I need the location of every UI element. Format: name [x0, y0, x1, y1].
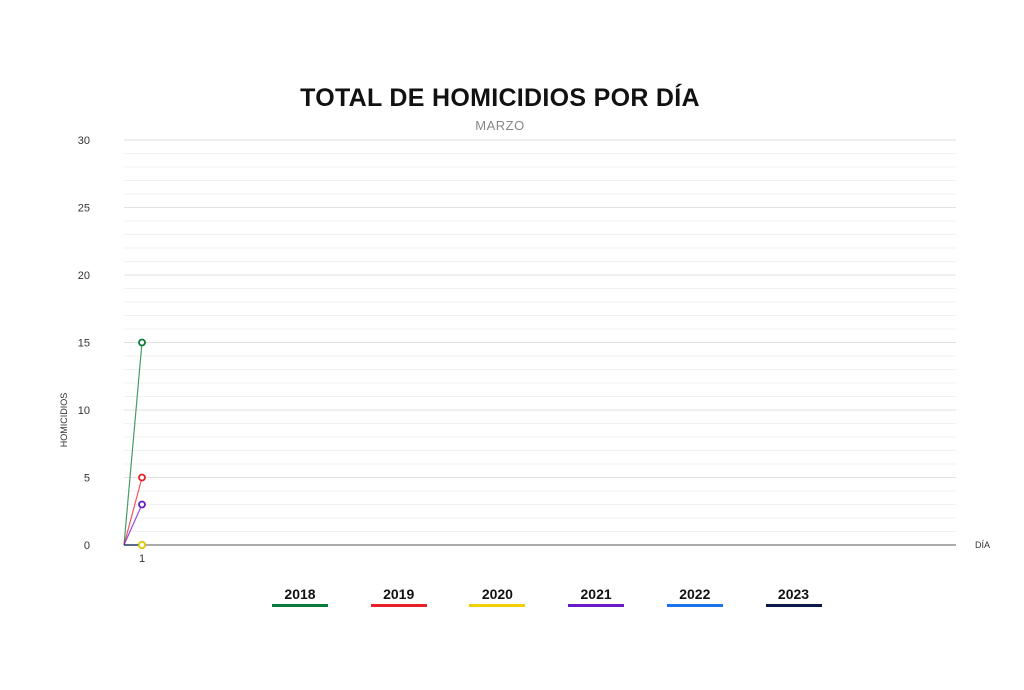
chart-title: TOTAL DE HOMICIDIOS POR DÍA	[300, 84, 700, 112]
legend-swatch	[666, 604, 723, 607]
x-axis-ticks: 1	[139, 553, 145, 565]
y-tick-label: 10	[78, 405, 90, 417]
legend-label: 2021	[580, 586, 612, 602]
legend-label: 2018	[284, 586, 316, 602]
legend-item-2023: 2023	[765, 586, 822, 607]
x-axis-title: DÍA	[975, 540, 990, 550]
y-tick-label: 0	[84, 540, 90, 552]
data-point-2021	[138, 500, 146, 509]
y-tick-label: 5	[84, 473, 90, 485]
y-tick-label: 20	[78, 270, 90, 282]
data-point-2019	[138, 473, 146, 482]
y-axis-ticks: 0 5 10 15 20 25 30	[78, 135, 90, 552]
legend-swatch	[568, 604, 625, 607]
series-points	[138, 338, 146, 549]
data-point-2018	[138, 338, 146, 347]
legend-item-2020: 2020	[469, 586, 526, 607]
legend-label: 2022	[679, 586, 711, 602]
series-line-2018	[123, 342, 143, 546]
series-line-2021	[123, 504, 143, 546]
x-tick-label: 1	[139, 553, 145, 565]
legend-item-2021: 2021	[568, 586, 625, 607]
gridlines	[124, 139, 956, 532]
y-tick-label: 30	[78, 135, 90, 147]
legend-swatch	[469, 604, 526, 607]
series-line-2019	[123, 477, 143, 546]
data-point-2020	[138, 541, 146, 549]
legend-item-2018: 2018	[272, 586, 328, 607]
legend-swatch	[765, 604, 822, 607]
legend-item-2022: 2022	[666, 586, 723, 607]
legend-label: 2023	[777, 586, 810, 602]
chart-subtitle: MARZO	[475, 118, 525, 133]
legend-label: 2020	[481, 586, 513, 602]
legend-swatch	[370, 604, 427, 607]
legend-swatch	[272, 604, 328, 607]
series-lines	[123, 342, 143, 546]
legend-label: 2019	[383, 586, 415, 602]
y-tick-label: 15	[78, 338, 90, 350]
y-axis-title: HOMICIDIOS	[59, 393, 69, 448]
y-tick-label: 25	[78, 203, 90, 215]
legend-item-2019: 2019	[370, 586, 427, 607]
